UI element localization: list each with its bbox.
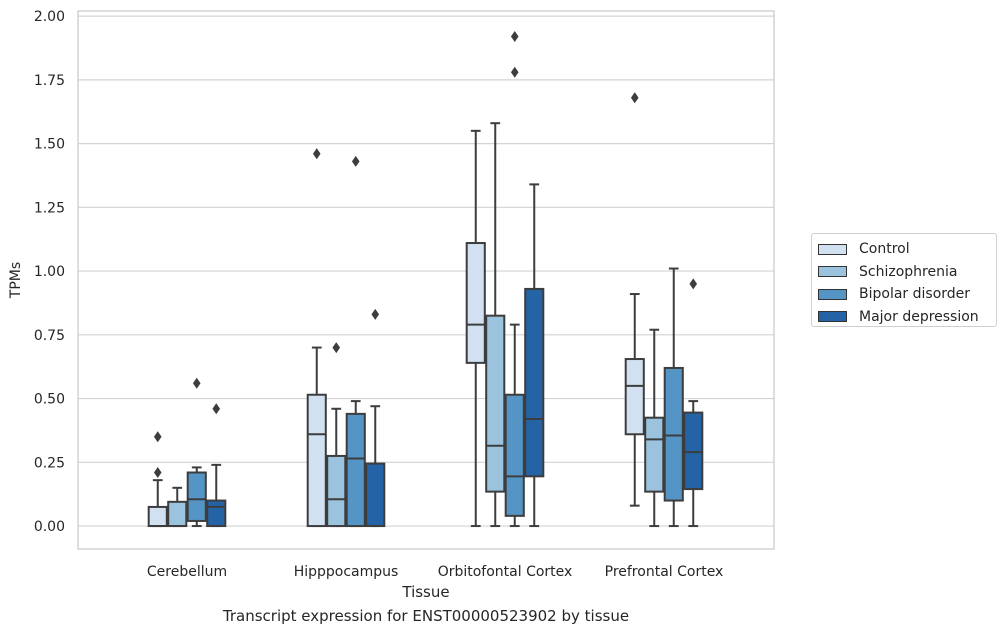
- box-iqr: [485, 314, 506, 493]
- box-bipolar-disorder-orbitofontal-cortex: [504, 30, 525, 528]
- y-tick-label: 0.00: [34, 519, 65, 535]
- x-tick-label: Orbitofontal Cortex: [438, 564, 573, 580]
- legend-swatch-bipolar-disorder: [818, 288, 847, 300]
- legend-item-schizophrenia: Schizophrenia: [818, 261, 996, 284]
- legend-item-major-depression: Major depression: [818, 306, 996, 329]
- legend-item-control: Control: [818, 238, 996, 261]
- box-schizophrenia-hipppocampus: [326, 342, 347, 528]
- box-bipolar-disorder-cerebellum: [186, 377, 207, 528]
- box-schizophrenia-prefrontal-cortex: [644, 328, 665, 528]
- y-tick-label: 2.00: [34, 9, 65, 25]
- x-axis-ticks: Cerebellum Hipppocampus Orbitofontal Corte…: [147, 564, 723, 580]
- outlier-point: [153, 467, 162, 479]
- legend: Control Schizophrenia Bipolar disorder M…: [811, 233, 997, 327]
- y-tick-label: 1.75: [34, 73, 65, 89]
- outlier-point: [153, 431, 162, 443]
- box-iqr: [644, 416, 665, 493]
- y-tick-label: 1.25: [34, 200, 65, 216]
- outlier-point: [312, 148, 321, 160]
- box-iqr: [306, 393, 327, 528]
- x-tick-label: Hipppocampus: [294, 564, 399, 580]
- outlier-point: [371, 308, 380, 320]
- legend-label-bipolar-disorder: Bipolar disorder: [859, 286, 971, 303]
- box-control-hipppocampus: [306, 148, 327, 528]
- outlier-point: [332, 342, 341, 354]
- outlier-point: [351, 155, 360, 167]
- plot-frame: [77, 10, 775, 550]
- box-iqr: [365, 462, 386, 528]
- box-bipolar-disorder-prefrontal-cortex: [663, 267, 684, 528]
- box-iqr: [147, 505, 168, 528]
- legend-swatch-control: [818, 243, 847, 255]
- legend-swatch-major-depression: [818, 311, 847, 323]
- outlier-point: [510, 66, 519, 78]
- legend-label-major-depression: Major depression: [859, 308, 979, 325]
- y-tick-label: 0.25: [34, 455, 65, 471]
- box-iqr: [465, 242, 486, 364]
- box-schizophrenia-orbitofontal-cortex: [485, 122, 506, 528]
- box-control-cerebellum: [147, 431, 168, 528]
- outlier-point: [192, 377, 201, 389]
- x-axis-label: Tissue: [401, 583, 449, 601]
- outlier-point: [630, 92, 639, 104]
- box-major-depression-prefrontal-cortex: [683, 278, 704, 528]
- box-iqr: [524, 287, 545, 478]
- y-tick-label: 0.50: [34, 392, 65, 408]
- outlier-point: [510, 30, 519, 42]
- box-schizophrenia-cerebellum: [167, 486, 188, 528]
- box-major-depression-hipppocampus: [365, 308, 386, 528]
- y-axis-label: TPMs: [8, 262, 24, 299]
- box-iqr: [624, 358, 645, 436]
- box-bipolar-disorder-hipppocampus: [345, 155, 366, 528]
- x-tick-label: Cerebellum: [147, 564, 227, 580]
- figure-caption: Transcript expression for ENST0000052390…: [222, 607, 630, 625]
- box-control-prefrontal-cortex: [624, 92, 645, 507]
- outlier-point: [689, 278, 698, 290]
- box-iqr: [663, 366, 684, 502]
- y-tick-label: 0.75: [34, 328, 65, 344]
- y-tick-label: 1.50: [34, 137, 65, 153]
- box-iqr: [345, 412, 366, 528]
- outlier-point: [212, 403, 221, 415]
- box-control-orbitofontal-cortex: [465, 129, 486, 528]
- legend-label-control: Control: [859, 241, 910, 258]
- box-iqr: [167, 500, 188, 528]
- box-iqr: [326, 454, 347, 528]
- box-iqr: [206, 499, 227, 528]
- y-tick-label: 1.00: [34, 264, 65, 280]
- x-tick-label: Prefrontal Cortex: [605, 564, 724, 580]
- legend-label-schizophrenia: Schizophrenia: [859, 263, 958, 280]
- box-major-depression-cerebellum: [206, 403, 227, 528]
- box-iqr: [504, 393, 525, 517]
- legend-item-bipolar-disorder: Bipolar disorder: [818, 283, 996, 306]
- box-major-depression-orbitofontal-cortex: [524, 183, 545, 528]
- gridlines: [78, 15, 774, 527]
- y-axis-ticks: 0.00 0.25 0.50 0.75 1.00 1.25 1.50 1.75 2.00: [34, 9, 65, 535]
- legend-swatch-schizophrenia: [818, 266, 847, 278]
- box-iqr: [186, 471, 207, 522]
- box-iqr: [683, 411, 704, 491]
- box-plot-area: [147, 30, 704, 528]
